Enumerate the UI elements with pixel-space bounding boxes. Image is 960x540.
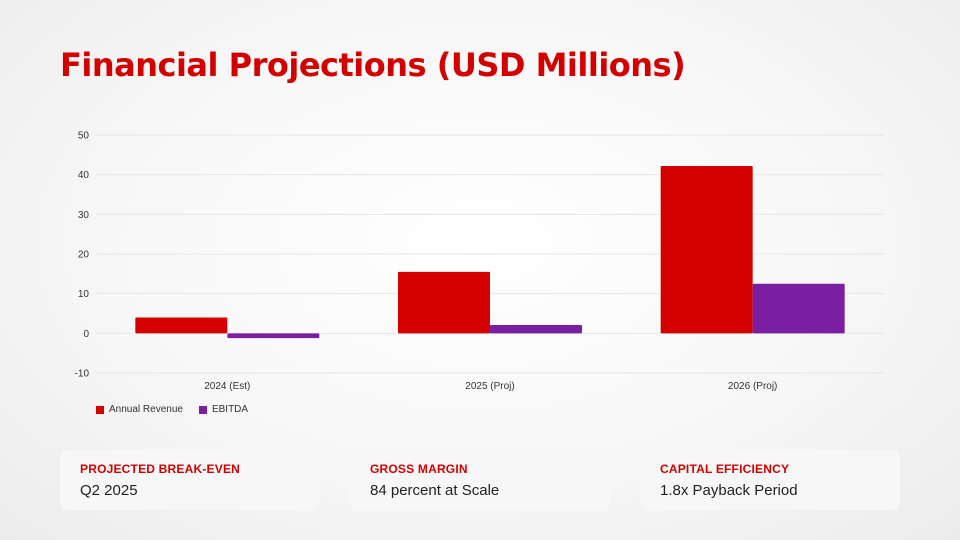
y-tick-label: 40 [78,170,90,181]
metric-value: Q2 2025 [80,482,138,499]
bar-ebitda [227,333,320,339]
y-tick-label: 50 [78,131,90,142]
legend-label-ebitda: EBITDA [211,404,249,415]
x-tick-label: 2024 (Est) [204,381,250,392]
bar-annual-revenue [135,317,228,334]
x-tick-label: 2026 (Proj) [728,381,777,392]
chart-legend: Annual Revenue EBITDA [96,404,248,415]
legend-swatch-ebitda [198,405,207,414]
legend-label-revenue: Annual Revenue [109,404,183,415]
metric-card-break-even: PROJECTED BREAK-EVEN Q2 2025 [60,450,320,510]
metric-card-capital-efficiency: CAPITAL EFFICIENCY 1.8x Payback Period [640,450,900,510]
metric-value: 1.8x Payback Period [660,482,798,499]
metric-label: GROSS MARGIN [370,462,468,476]
y-tick-label: 10 [78,289,90,300]
y-tick-label: 20 [78,250,90,261]
y-tick-label: 0 [83,329,89,340]
x-tick-label: 2025 (Proj) [465,381,514,392]
bar-ebitda [490,325,582,334]
legend-item-revenue: Annual Revenue [96,404,183,415]
y-tick-label: -10 [75,369,90,380]
bar-annual-revenue [660,165,753,334]
metric-label: CAPITAL EFFICIENCY [660,462,790,476]
metric-card-gross-margin: GROSS MARGIN 84 percent at Scale [350,450,610,510]
legend-swatch-revenue [96,405,104,414]
bar-annual-revenue [398,271,490,334]
bar-chart: -10 0 10 20 30 40 50 2024 (Est) 2025 (Proj) 2026 … [75,131,884,392]
legend-item-ebitda: EBITDA [198,404,249,415]
bar-ebitda [752,283,845,334]
metric-label: PROJECTED BREAK-EVEN [80,462,241,476]
page-title: Financial Projections (USD Millions) [60,46,686,84]
y-tick-label: 30 [78,210,90,221]
metric-value: 84 percent at Scale [370,482,500,499]
